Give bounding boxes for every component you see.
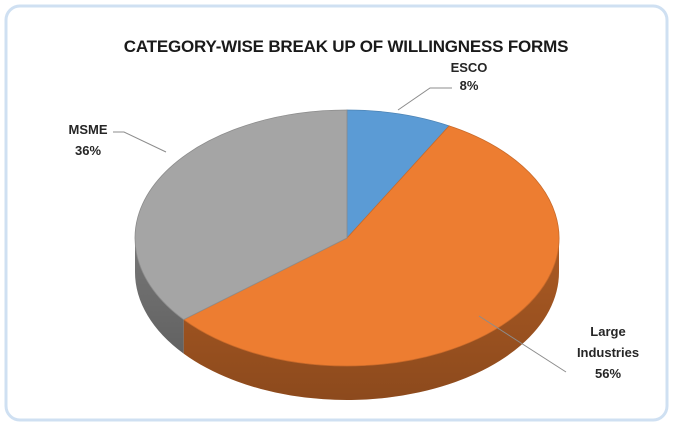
data-label-value-large-industries: 56% <box>595 366 621 381</box>
data-label-name-large-industries: Industries <box>577 345 639 360</box>
pie-slice-msme <box>134 109 348 321</box>
pie-side-shading <box>135 238 184 354</box>
leader-line-esco <box>397 87 452 111</box>
data-label-name-large-industries: Large <box>590 324 625 339</box>
data-label-value-esco: 8% <box>460 78 479 93</box>
data-label-name-esco: ESCO <box>451 60 488 75</box>
pie-chart <box>134 109 560 400</box>
data-label-name-msme: MSME <box>69 122 108 137</box>
data-labels: ESCO 8% Large Industries 56% MSME 36% <box>69 60 640 381</box>
data-label-value-msme: 36% <box>75 143 101 158</box>
leader-line-large-industries <box>478 315 567 373</box>
pie-side-shading <box>183 238 560 400</box>
chart-title: CATEGORY-WISE BREAK UP OF WILLINGNESS FO… <box>124 37 568 56</box>
pie-slice-large-industries <box>182 125 560 367</box>
leader-line-msme <box>113 131 167 153</box>
pie-slice-esco <box>346 109 450 240</box>
